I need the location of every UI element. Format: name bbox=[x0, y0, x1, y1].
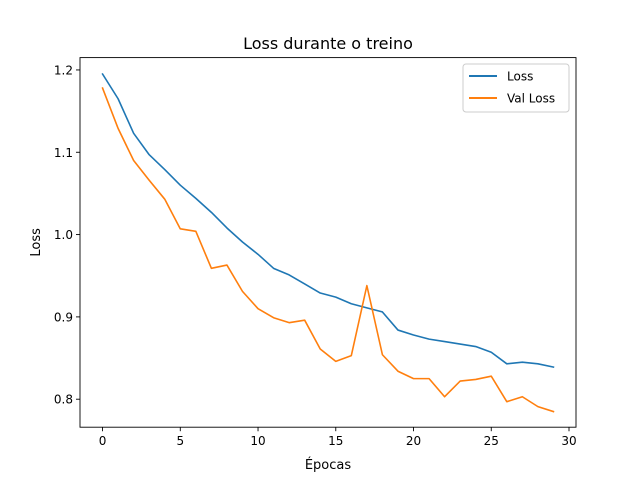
legend-label-loss: Loss bbox=[507, 70, 533, 84]
y-axis-ticks: 0.8 0.9 1.0 1.1 1.2 bbox=[54, 63, 80, 407]
axes-frame bbox=[79, 57, 577, 428]
x-axis-ticks: 0 5 10 15 20 25 30 bbox=[99, 427, 577, 448]
y-tick-label: 1.2 bbox=[54, 63, 73, 77]
x-tick-label: 25 bbox=[484, 434, 499, 448]
plot-area bbox=[79, 57, 577, 428]
x-axis-label: Épocas bbox=[305, 457, 352, 473]
x-tick-label: 10 bbox=[250, 434, 265, 448]
x-tick-label: 5 bbox=[176, 434, 184, 448]
y-axis-label: Loss bbox=[29, 228, 44, 257]
legend-label-val-loss: Val Loss bbox=[507, 92, 555, 106]
y-tick-label: 0.8 bbox=[54, 393, 73, 407]
y-tick-label: 1.1 bbox=[54, 146, 73, 160]
legend: Loss Val Loss bbox=[462, 63, 570, 113]
series-line-loss bbox=[101, 72, 555, 369]
y-tick-label: 0.9 bbox=[54, 310, 73, 324]
x-tick-label: 15 bbox=[328, 434, 343, 448]
y-tick-label: 1.0 bbox=[54, 228, 73, 242]
series-lines bbox=[101, 72, 555, 413]
series-line-val-loss bbox=[101, 87, 555, 413]
x-tick-label: 20 bbox=[406, 434, 421, 448]
x-tick-label: 30 bbox=[561, 434, 576, 448]
chart-title: Loss durante o treino bbox=[243, 34, 413, 53]
x-tick-label: 0 bbox=[99, 434, 107, 448]
